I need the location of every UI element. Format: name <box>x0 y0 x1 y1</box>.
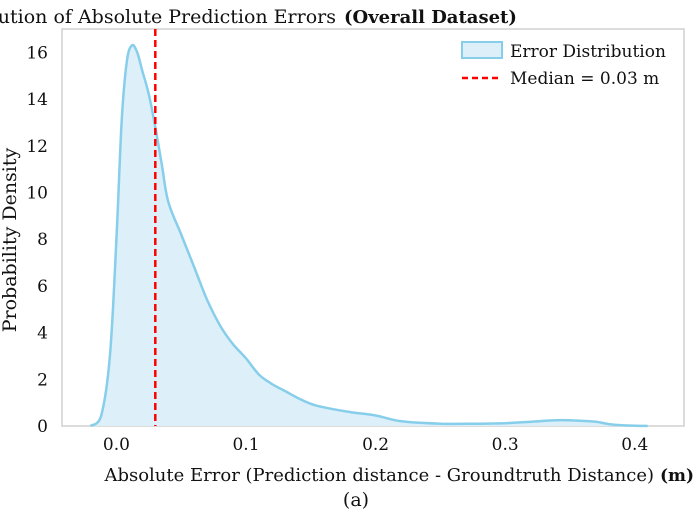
series-layer <box>89 29 648 428</box>
chart-title-main: Distribution of Absolute Prediction Erro… <box>0 6 336 28</box>
y-axis-label: Probability Density <box>0 147 21 332</box>
x-tick-label: 0.0 <box>103 435 130 455</box>
kde-curve <box>89 43 648 428</box>
y-tick-label: 6 <box>37 277 48 297</box>
y-tick-label: 0 <box>37 417 48 437</box>
figure-caption: (a) <box>343 489 369 511</box>
x-tick-label: 0.4 <box>621 435 648 455</box>
kde-fill-area <box>90 44 648 426</box>
y-axis-ticks: 0 2 4 6 8 10 12 14 16 <box>26 43 48 437</box>
x-axis-label-main: Absolute Error (Prediction distance - Gr… <box>103 465 654 486</box>
y-tick-label: 4 <box>37 324 48 344</box>
x-axis-label-unit: (m) <box>660 466 694 486</box>
y-tick-label: 16 <box>26 43 48 63</box>
legend-label-median: Median = 0.03 m <box>510 69 659 89</box>
y-tick-label: 12 <box>26 137 48 157</box>
x-tick-label: 0.3 <box>492 435 519 455</box>
x-tick-label: 0.2 <box>362 435 389 455</box>
x-axis-label: Absolute Error (Prediction distance - Gr… <box>103 465 694 486</box>
legend: Error Distribution Median = 0.03 m <box>461 41 666 89</box>
legend-label-distribution: Error Distribution <box>510 42 666 62</box>
y-tick-label: 14 <box>26 90 48 110</box>
x-tick-label: 0.1 <box>232 435 259 455</box>
y-tick-label: 8 <box>37 230 48 250</box>
legend-patch-icon <box>461 41 503 59</box>
y-tick-label: 10 <box>26 183 48 203</box>
x-axis-ticks: 0.0 0.1 0.2 0.3 0.4 <box>103 435 648 455</box>
chart-title: Distribution of Absolute Prediction Erro… <box>0 6 517 28</box>
chart-title-suffix: (Overall Dataset) <box>344 7 517 28</box>
y-tick-label: 2 <box>37 370 48 390</box>
